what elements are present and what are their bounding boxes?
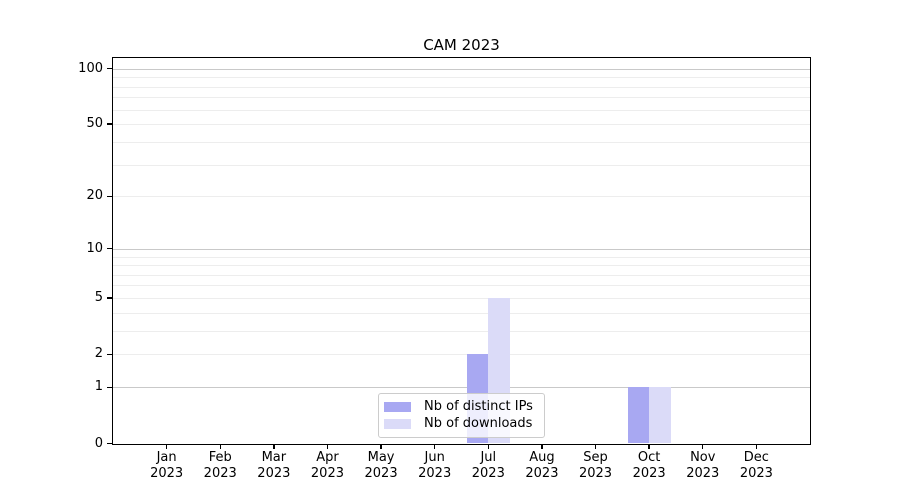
- y-tick-label: 2: [94, 346, 103, 362]
- x-tick-label: Mar 2023: [257, 450, 291, 481]
- minor-gridline: [113, 124, 810, 126]
- x-tick-label: Apr 2023: [310, 450, 344, 481]
- minor-gridline: [113, 164, 810, 166]
- x-tick-mark: [326, 443, 329, 449]
- legend-swatch-distinct-ips: [384, 401, 411, 412]
- y-tick-mark: [107, 297, 113, 299]
- chart-title: CAM 2023: [423, 36, 500, 54]
- major-gridline: [113, 248, 810, 250]
- y-tick-label: 10: [86, 240, 103, 256]
- legend-label-downloads: Nb of downloads: [424, 416, 533, 431]
- y-tick-mark: [107, 67, 113, 70]
- y-tick-label: 1: [94, 379, 103, 395]
- y-tick-label: 50: [86, 116, 103, 132]
- minor-gridline: [113, 312, 810, 314]
- y-tick-label: 20: [86, 188, 103, 204]
- x-tick-label: Dec 2023: [739, 450, 773, 481]
- legend-label-distinct-ips: Nb of distinct IPs: [424, 399, 533, 414]
- minor-gridline: [113, 330, 810, 332]
- x-tick-mark: [165, 443, 168, 449]
- minor-gridline: [113, 354, 810, 356]
- x-tick-mark: [433, 443, 436, 449]
- major-gridline: [113, 387, 810, 389]
- x-tick-mark: [702, 443, 704, 449]
- x-tick-label: Nov 2023: [686, 450, 720, 481]
- x-tick-mark: [648, 443, 650, 449]
- x-tick-label: Oct 2023: [632, 450, 666, 481]
- y-tick-label: 5: [94, 289, 103, 305]
- x-tick-label: Aug 2023: [525, 450, 559, 481]
- x-tick-label: May 2023: [364, 450, 398, 481]
- legend: Nb of distinct IPs Nb of downloads: [378, 393, 545, 438]
- bar-distinct-ips-oct: [627, 387, 650, 444]
- minor-gridline: [113, 274, 810, 276]
- y-tick-mark: [107, 442, 113, 445]
- y-tick-label: 100: [78, 60, 103, 76]
- minor-gridline: [113, 256, 810, 258]
- x-tick-label: Jul 2023: [471, 450, 505, 481]
- x-tick-mark: [755, 443, 758, 449]
- x-tick-label: Feb 2023: [203, 450, 237, 481]
- minor-gridline: [113, 196, 810, 198]
- minor-gridline: [113, 265, 810, 267]
- x-tick-mark: [219, 443, 221, 449]
- x-tick-label: Jan 2023: [150, 450, 184, 481]
- minor-gridline: [113, 97, 810, 99]
- minor-gridline: [113, 141, 810, 143]
- x-tick-mark: [273, 443, 275, 449]
- bar-downloads-oct: [649, 387, 671, 444]
- y-tick-mark: [107, 248, 113, 250]
- x-tick-mark: [380, 443, 382, 449]
- y-tick-mark: [107, 123, 113, 125]
- x-tick-mark: [541, 443, 543, 449]
- x-tick-mark: [594, 443, 597, 449]
- y-tick-mark: [107, 353, 113, 355]
- minor-gridline: [113, 86, 810, 88]
- major-gridline: [113, 68, 810, 70]
- y-tick-label: 0: [94, 435, 103, 451]
- legend-item-distinct-ips: Nb of distinct IPs: [384, 398, 544, 415]
- y-tick-mark: [107, 386, 113, 388]
- minor-gridline: [113, 109, 810, 111]
- x-tick-label: Sep 2023: [578, 450, 613, 481]
- minor-gridline: [113, 285, 810, 287]
- x-tick-mark: [487, 443, 489, 449]
- legend-item-downloads: Nb of downloads: [384, 415, 544, 432]
- y-tick-mark: [107, 195, 113, 197]
- legend-swatch-downloads: [384, 418, 411, 429]
- minor-gridline: [113, 77, 810, 79]
- axes-frame: [112, 57, 811, 445]
- minor-gridline: [113, 297, 810, 299]
- x-tick-label: Jun 2023: [418, 450, 452, 481]
